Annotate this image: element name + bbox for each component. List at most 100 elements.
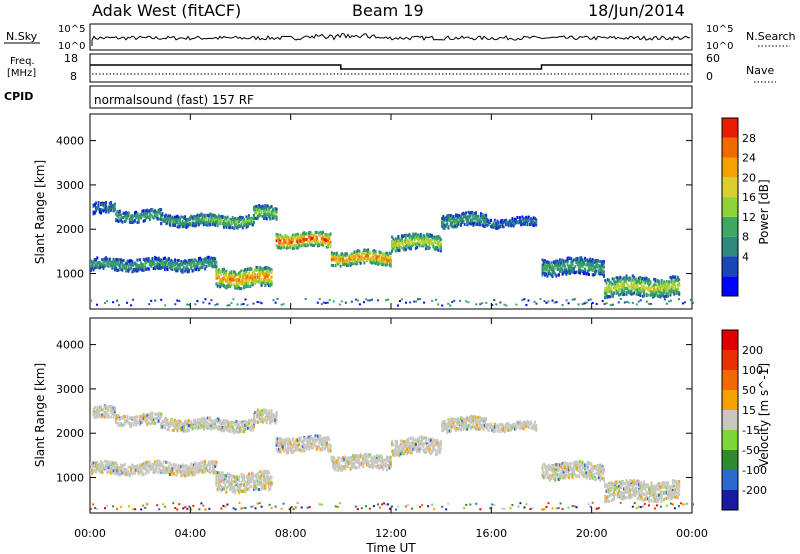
range-cell [465,211,467,215]
nave-tick-bottom: 0 [706,70,713,83]
range-cell [96,256,99,260]
range-cell [145,417,148,421]
range-cell [432,241,435,245]
range-cell [216,218,219,222]
range-cell [556,259,559,263]
range-cell [666,284,669,288]
range-cell [176,265,179,269]
range-cell [466,217,469,220]
range-cell [110,208,113,212]
range-cell [372,464,375,468]
range-cell [206,256,209,260]
range-cell [160,213,163,217]
range-cell [206,421,209,425]
range-cell [116,268,119,272]
range-cell [269,420,272,424]
range-cell [374,257,377,261]
range-cell [98,266,101,270]
range-cell [502,225,505,229]
range-cell [531,219,534,223]
range-cell [381,263,383,266]
range-cell [120,213,123,217]
range-cell [388,255,391,259]
range-cell [131,260,134,264]
range-cell [113,266,116,270]
range-cell [126,415,129,419]
range-cell [476,223,479,227]
range-cell [358,255,361,259]
range-cell [314,233,317,237]
range-cell [243,427,245,431]
range-cell [175,420,178,424]
range-cell [177,420,180,424]
range-cell [289,446,292,450]
ground-cell [370,298,373,301]
range-cell [668,286,671,290]
range-cell [626,287,629,291]
range-cell [332,264,335,267]
range-cell [487,219,490,223]
range-cell [434,239,437,243]
range-cell [603,270,605,274]
range-cell [424,441,427,445]
range-cell [399,240,402,244]
range-cell [185,265,188,269]
range-cell [372,458,375,462]
range-cell [226,276,229,280]
range-cell [394,453,397,457]
range-cell [554,263,556,267]
ground-cell [260,302,263,305]
range-cell [320,232,323,235]
range-cell [97,201,100,205]
range-cell [360,252,363,256]
range-cell [286,442,289,446]
range-cell [197,216,200,220]
range-cell [422,448,425,452]
range-cell [414,246,417,250]
range-cell [118,258,121,262]
range-cell [220,427,223,431]
range-cell [376,457,378,461]
range-cell [271,209,274,212]
ground-cell [358,303,361,306]
range-cell [360,255,363,259]
range-cell [143,262,146,266]
station-title: Adak West (fitACF) [92,1,241,20]
range-cell [566,263,569,267]
range-cell [320,447,323,451]
range-cell [228,274,230,278]
range-cell [120,268,123,271]
range-cell [403,246,406,250]
ground-cell [684,301,686,304]
range-cell [629,291,632,295]
range-cell [276,234,279,238]
range-cell [97,204,100,208]
range-cell [397,453,400,457]
range-cell [215,268,218,272]
range-cell [258,205,261,209]
range-cell [141,420,144,424]
ground-cell [96,303,98,306]
range-cell [411,441,414,445]
range-cell [138,423,141,427]
range-cell [176,429,179,433]
range-cell [222,284,225,288]
range-cell [141,265,144,269]
range-cell [542,259,545,263]
range-cell [195,421,198,425]
range-cell [358,249,361,253]
range-cell [488,219,491,223]
range-cell [411,244,414,248]
range-cell [136,263,139,267]
range-cell [239,225,242,228]
range-cell [335,459,338,463]
range-cell [472,213,475,217]
range-cell [258,267,261,271]
range-cell [265,418,268,422]
ground-cell [304,298,307,300]
range-cell [579,260,582,264]
range-cell [432,244,435,248]
range-cell [304,238,307,242]
range-cell [106,413,109,417]
range-cell [165,261,168,265]
